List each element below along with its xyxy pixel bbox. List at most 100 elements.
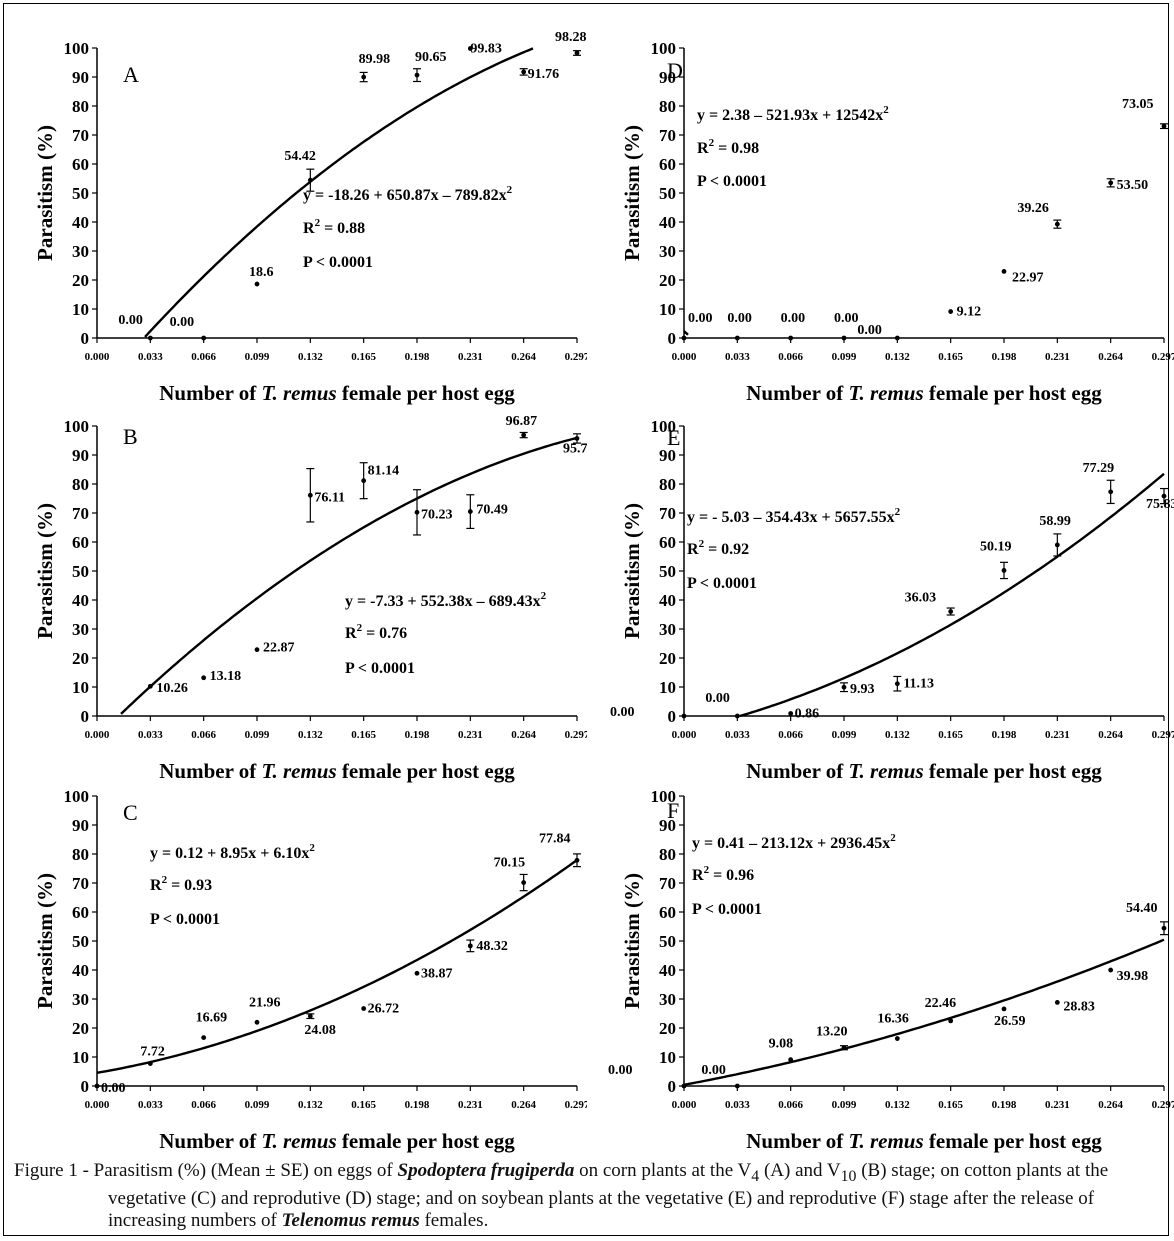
y-tick-label: 80 — [659, 845, 676, 864]
x-tick-label: 0.066 — [778, 729, 803, 741]
y-tick-label: 90 — [659, 816, 676, 835]
x-tick-label: 0.264 — [1098, 1099, 1123, 1111]
caption-text: Figure 1 - Parasitism (%) (Mean ± SE) on… — [14, 1160, 1109, 1231]
caption-species-2: Telenomus remus — [281, 1209, 420, 1231]
x-tick-label: 0.297 — [1152, 729, 1174, 741]
x-tick-label: 0.231 — [1045, 729, 1070, 741]
data-point — [521, 880, 527, 885]
y-tick-label: 40 — [659, 213, 676, 232]
p-value: P < 0.0001 — [697, 173, 767, 190]
x-tick-label: 0.231 — [458, 1099, 483, 1111]
y-tick-label: 60 — [72, 533, 89, 552]
x-axis-label: Number of T. remus female per host egg — [159, 1129, 515, 1153]
y-tick-label: 80 — [72, 97, 89, 116]
data-point — [948, 309, 954, 314]
y-axis-label: Parasitism (%) — [33, 873, 57, 1009]
data-label: 75.83 — [1146, 497, 1174, 512]
fit-equation: y = 2.38 – 521.93x + 12542x2 — [697, 104, 889, 124]
x-tick-label: 0.165 — [351, 1099, 376, 1111]
fit-curve — [120, 436, 578, 715]
y-tick-label: 90 — [659, 446, 676, 465]
r-squared: R2 = 0.92 — [687, 538, 749, 558]
data-label: 77.84 — [539, 831, 571, 846]
data-point — [1161, 123, 1167, 129]
data-label: 21.96 — [249, 995, 281, 1010]
data-point — [1001, 1006, 1007, 1012]
data-point — [841, 684, 847, 690]
x-tick-label: 0.066 — [778, 1099, 803, 1111]
y-tick-label: 40 — [659, 591, 676, 610]
data-label: 11.13 — [903, 677, 934, 692]
data-label: 0.00 — [727, 311, 752, 326]
data-point — [734, 713, 740, 719]
panel-letter: F — [667, 798, 679, 823]
data-point — [1054, 999, 1060, 1005]
data-label: 0.00 — [118, 313, 143, 328]
x-tick-label: 0.231 — [458, 729, 483, 741]
x-tick-label: 0.297 — [1152, 1099, 1174, 1111]
x-axis-label: Number of T. remus female per host egg — [746, 759, 1102, 783]
y-tick-label: 10 — [659, 678, 676, 697]
data-point — [788, 711, 794, 716]
y-tick-label: 80 — [72, 475, 89, 494]
data-point — [681, 1083, 687, 1089]
data-point — [254, 281, 260, 287]
x-axis-label: Number of T. remus female per host egg — [159, 759, 515, 783]
r-squared: R2 = 0.88 — [303, 217, 365, 237]
panel-letter: C — [123, 800, 138, 825]
y-tick-label: 60 — [72, 903, 89, 922]
data-point — [361, 1006, 367, 1011]
x-tick-label: 0.000 — [85, 729, 110, 741]
data-point — [948, 1018, 954, 1024]
data-point — [681, 713, 687, 719]
figure-frame — [3, 3, 1169, 1236]
data-point — [1161, 925, 1167, 931]
data-point — [361, 74, 367, 80]
p-value: P < 0.0001 — [303, 254, 373, 271]
data-label: 39.26 — [1017, 201, 1049, 216]
data-point — [948, 609, 954, 614]
data-label: 0.00 — [608, 1063, 633, 1078]
r-squared: R2 = 0.76 — [345, 622, 407, 642]
fit-equation: y = 0.12 + 8.95x + 6.10x2 — [150, 842, 315, 862]
x-tick-label: 0.198 — [405, 729, 430, 741]
data-point — [1108, 967, 1114, 973]
y-tick-label: 70 — [659, 874, 676, 893]
data-point — [521, 432, 527, 438]
data-label: 9.08 — [769, 1037, 794, 1052]
data-point — [894, 335, 900, 341]
y-tick-label: 30 — [72, 242, 89, 261]
y-tick-label: 20 — [72, 271, 89, 290]
chart-panel-a: 0 10 20 30 40 50 60 70 80 90 100 0.000 0.033 0.066 0.0… — [33, 30, 587, 405]
y-tick-label: 60 — [72, 155, 89, 174]
y-tick-label: 100 — [64, 417, 90, 436]
panel-letter: D — [667, 58, 683, 83]
y-tick-label: 0 — [668, 1077, 677, 1096]
x-tick-label: 0.165 — [351, 729, 376, 741]
data-label: 54.42 — [284, 149, 316, 164]
y-axis-label: Parasitism (%) — [33, 125, 57, 261]
x-axis-label: Number of T. remus female per host egg — [746, 381, 1102, 405]
data-label: 9.93 — [850, 682, 875, 697]
data-label: 81.14 — [368, 464, 400, 479]
y-tick-label: 90 — [72, 816, 89, 835]
data-label: 95.7 — [563, 441, 587, 456]
data-label: 50.19 — [980, 539, 1012, 554]
data-label: 9.12 — [957, 305, 982, 320]
data-point — [1054, 542, 1060, 548]
x-axis-label: Number of T. remus female per host egg — [159, 381, 515, 405]
x-tick-label: 0.132 — [885, 729, 910, 741]
data-label: 90.65 — [415, 50, 447, 65]
y-tick-label: 20 — [659, 271, 676, 290]
data-point — [94, 1083, 100, 1089]
y-tick-label: 30 — [72, 620, 89, 639]
panel-letter: A — [123, 62, 139, 87]
data-point — [1108, 180, 1114, 186]
x-axis-label: Number of T. remus female per host egg — [746, 1129, 1102, 1153]
y-tick-label: 50 — [72, 562, 89, 581]
data-point — [254, 647, 260, 653]
y-tick-label: 40 — [72, 591, 89, 610]
data-label: 36.03 — [905, 591, 937, 606]
y-tick-label: 20 — [72, 649, 89, 668]
data-label: 70.49 — [476, 503, 508, 518]
